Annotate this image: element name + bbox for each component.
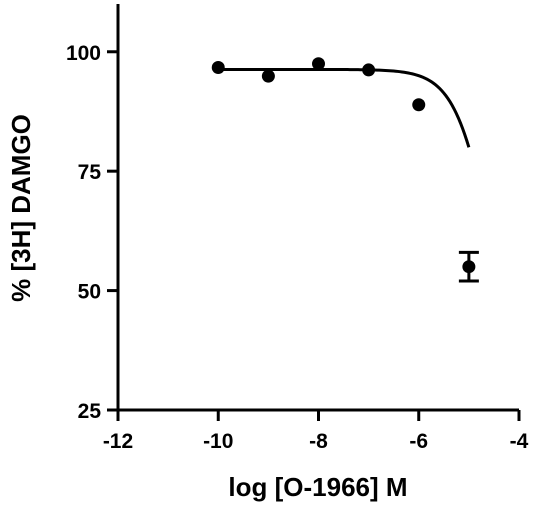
data-point — [211, 61, 225, 75]
data-point — [261, 69, 275, 83]
x-tick-label: -10 — [203, 430, 233, 453]
data-point-layer — [211, 57, 476, 274]
y-tick-label: 75 — [78, 161, 102, 184]
y-tick-label: 50 — [78, 281, 101, 304]
x-axis-title: log [O-1966] M — [228, 472, 407, 502]
x-tick-label: -4 — [510, 430, 529, 453]
x-tick-label: -12 — [103, 430, 133, 453]
x-tick-label: -8 — [309, 430, 328, 453]
y-tick-label: 25 — [78, 400, 102, 423]
x-tick-label: -6 — [409, 430, 428, 453]
data-point — [462, 260, 476, 274]
data-point — [362, 63, 376, 77]
y-axis-title: % [3H] DAMGO — [6, 114, 36, 302]
fit-curve — [218, 67, 471, 148]
fit-curve-layer — [218, 67, 471, 148]
axis-ticks — [107, 50, 521, 421]
axis-tick-labels: -12 -10 -8 -6 -4 25 50 75 100 — [66, 42, 529, 453]
data-point — [412, 98, 426, 112]
y-tick-label: 100 — [66, 42, 101, 65]
data-point — [312, 57, 325, 71]
